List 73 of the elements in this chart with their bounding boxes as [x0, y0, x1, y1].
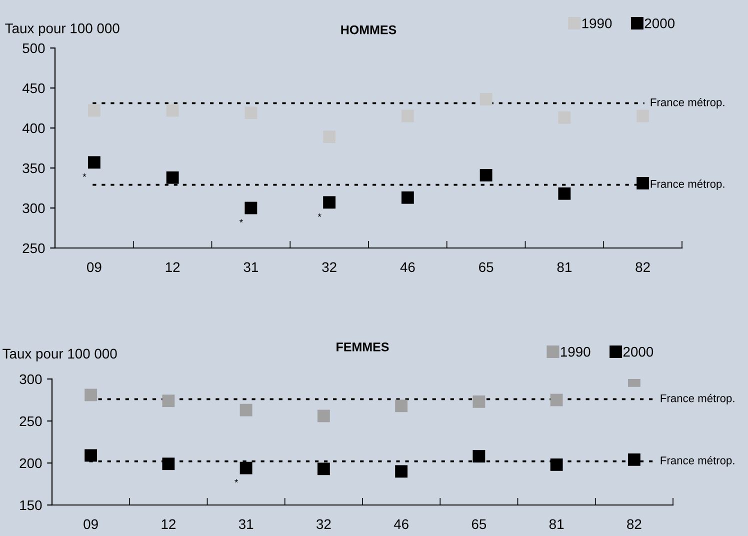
point — [162, 458, 175, 470]
point — [317, 410, 330, 422]
point — [480, 168, 492, 182]
x-tick-label: 82 — [636, 262, 650, 272]
x-tick-label: 46 — [400, 262, 415, 272]
y-tick-label: 300 — [20, 374, 42, 384]
point — [166, 104, 179, 117]
x-tick-label: 31 — [244, 262, 258, 272]
x-tick-label: 09 — [84, 519, 98, 530]
point — [395, 465, 408, 478]
point — [84, 449, 98, 462]
point — [558, 111, 571, 124]
point — [317, 462, 330, 476]
point — [636, 110, 650, 122]
ref-line-label: France métrop. — [650, 180, 724, 190]
point — [401, 110, 414, 122]
x-tick-label: 32 — [316, 519, 331, 530]
y-axis-title: Taux pour 100 000 — [2, 348, 117, 362]
x-tick-label: 12 — [166, 262, 180, 272]
legend-label: 1990 — [560, 346, 590, 357]
x-tick-label: 31 — [238, 519, 254, 530]
x-tick-label: 65 — [472, 519, 486, 530]
y-tick-label: 250 — [20, 416, 42, 426]
legend-label: 1990 — [582, 18, 612, 28]
point — [558, 187, 571, 200]
chart-title: FEMMES — [336, 342, 389, 352]
ref-line-label: France métrop. — [660, 394, 734, 404]
point — [244, 106, 258, 120]
y-tick-label: 500 — [22, 43, 45, 54]
y-tick-label: 150 — [20, 500, 42, 510]
y-tick-label: 400 — [22, 123, 45, 134]
point — [240, 462, 252, 474]
annotation: * — [234, 479, 238, 483]
point — [244, 202, 258, 214]
point — [162, 394, 175, 408]
point — [395, 400, 408, 412]
legend-label: 2000 — [623, 346, 654, 357]
y-tick-label: 200 — [20, 458, 42, 468]
point — [166, 171, 179, 184]
ref-line-label: France métrop. — [650, 98, 724, 108]
annotation: * — [239, 219, 243, 223]
point — [401, 191, 414, 204]
x-tick-label: 81 — [557, 262, 572, 272]
annotation: * — [82, 174, 86, 177]
point — [636, 176, 650, 190]
point — [472, 395, 486, 408]
y-tick-label: 350 — [22, 163, 45, 174]
y-axis-title: Taux pour 100 000 — [5, 23, 120, 36]
x-tick-label: 65 — [479, 262, 494, 272]
point — [88, 104, 100, 117]
point — [84, 388, 98, 402]
y-tick-label: 300 — [22, 203, 45, 214]
x-tick-label: 81 — [549, 519, 564, 530]
x-tick-label: 46 — [394, 519, 408, 530]
point — [628, 453, 640, 466]
point — [550, 458, 563, 471]
point — [472, 450, 486, 462]
x-tick-label: 12 — [162, 519, 176, 529]
point — [240, 404, 252, 416]
y-tick-label: 450 — [22, 83, 45, 94]
point — [480, 92, 492, 106]
x-tick-label: 09 — [87, 262, 102, 272]
x-tick-label: 82 — [627, 519, 642, 530]
y-tick-label: 250 — [22, 243, 45, 254]
point — [323, 196, 336, 209]
x-tick-label: 32 — [322, 262, 336, 272]
point — [88, 156, 100, 169]
ref-line-label: France métrop. — [660, 456, 734, 467]
point — [550, 394, 563, 406]
legend-label: 2000 — [644, 18, 675, 28]
point — [323, 130, 336, 144]
chart-title: HOMMES — [341, 25, 396, 34]
annotation: * — [318, 214, 322, 217]
